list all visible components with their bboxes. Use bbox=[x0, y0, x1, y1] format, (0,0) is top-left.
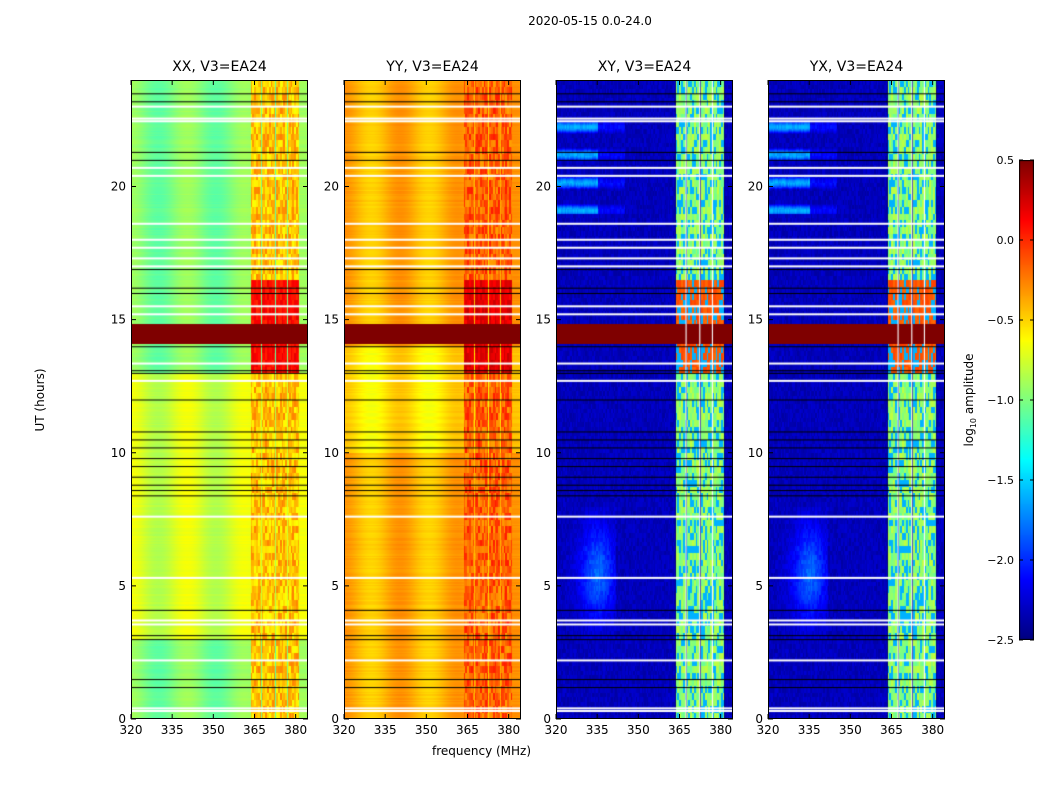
x-tick-label: 365 bbox=[243, 723, 266, 737]
y-tick-label: 15 bbox=[748, 313, 763, 327]
colorbar-tick-label: −2.0 bbox=[987, 554, 1014, 567]
x-tick-label: 320 bbox=[120, 723, 143, 737]
heatmap-image bbox=[556, 80, 733, 719]
colorbar-label-log: log bbox=[961, 428, 976, 447]
panel-xx: 320 335 350 365 380 0 5 10 15 20 bbox=[111, 80, 308, 737]
y-tick-label: 5 bbox=[331, 579, 339, 593]
plot-frame bbox=[131, 80, 308, 719]
x-tick-label: 320 bbox=[545, 723, 568, 737]
y-tick-label: 0 bbox=[331, 712, 339, 726]
y-tick-label: 5 bbox=[543, 579, 551, 593]
plot-frame bbox=[768, 80, 945, 719]
colorbar-tick-label: −1.5 bbox=[987, 474, 1014, 487]
y-tick-label: 15 bbox=[111, 313, 126, 327]
heatmap-image bbox=[344, 80, 521, 719]
plot-frame bbox=[556, 80, 733, 719]
panel-title-yx: YX, V3=EA24 bbox=[809, 59, 904, 75]
panel-yy: 320 335 350 365 380 0 5 10 15 20 bbox=[324, 80, 521, 737]
y-tick-label: 0 bbox=[755, 712, 763, 726]
colorbar-tick-label: 0.5 bbox=[997, 154, 1015, 167]
y-tick-label: 20 bbox=[111, 180, 126, 194]
axes: 320 335 350 365 380 0 5 10 15 20 bbox=[536, 80, 733, 737]
colorbar-tick-label: −1.0 bbox=[987, 394, 1014, 407]
x-tick-label: 380 bbox=[497, 723, 520, 737]
colorbar-axis: 0.5 0.0 −0.5 −1.0 −1.5 −2.0 −2.5 bbox=[987, 154, 1034, 647]
colorbar-label: log10 amplitude bbox=[962, 354, 978, 447]
y-tick-label: 15 bbox=[324, 313, 339, 327]
plot-frame bbox=[344, 80, 521, 719]
y-tick-label: 15 bbox=[536, 313, 551, 327]
x-tick-label: 335 bbox=[798, 723, 821, 737]
x-tick-label: 350 bbox=[415, 723, 438, 737]
colorbar-tick-label: −2.5 bbox=[987, 634, 1014, 647]
x-tick-label: 380 bbox=[921, 723, 944, 737]
axes: 320 335 350 365 380 0 5 10 15 20 bbox=[748, 80, 945, 737]
y-tick-label: 10 bbox=[324, 446, 339, 460]
colorbar-label-amplitude: amplitude bbox=[961, 353, 976, 418]
axes: 320 335 350 365 380 0 5 10 15 20 bbox=[324, 80, 521, 737]
y-tick-label: 20 bbox=[324, 180, 339, 194]
y-tick-label: 10 bbox=[111, 446, 126, 460]
colorbar-tick-label: 0.0 bbox=[997, 234, 1015, 247]
x-tick-label: 320 bbox=[333, 723, 356, 737]
x-tick-label: 365 bbox=[456, 723, 479, 737]
colorbar bbox=[1019, 160, 1034, 640]
y-axis-label: UT (hours) bbox=[33, 368, 47, 432]
panel-title-xy: XY, V3=EA24 bbox=[597, 59, 692, 75]
x-tick-label: 365 bbox=[880, 723, 903, 737]
x-tick-label: 350 bbox=[839, 723, 862, 737]
x-tick-label: 335 bbox=[586, 723, 609, 737]
y-tick-label: 20 bbox=[748, 180, 763, 194]
x-tick-label: 320 bbox=[757, 723, 780, 737]
y-tick-label: 10 bbox=[536, 446, 551, 460]
x-tick-label: 380 bbox=[709, 723, 732, 737]
x-tick-label: 350 bbox=[202, 723, 225, 737]
x-tick-label: 380 bbox=[284, 723, 307, 737]
y-tick-label: 0 bbox=[118, 712, 126, 726]
figure-title: 2020-05-15 0.0-24.0 bbox=[528, 14, 652, 28]
panel-yx: 320 335 350 365 380 0 5 10 15 20 bbox=[748, 80, 945, 737]
axes: 320 335 350 365 380 0 5 10 15 20 bbox=[111, 80, 308, 737]
heatmap-image bbox=[768, 80, 945, 719]
y-tick-label: 5 bbox=[755, 579, 763, 593]
heatmap-image bbox=[131, 80, 308, 719]
x-tick-label: 335 bbox=[161, 723, 184, 737]
x-tick-label: 350 bbox=[627, 723, 650, 737]
panel-xy: 320 335 350 365 380 0 5 10 15 20 bbox=[536, 80, 733, 737]
panel-title-yy: YY, V3=EA24 bbox=[386, 59, 479, 75]
y-tick-label: 10 bbox=[748, 446, 763, 460]
y-tick-label: 5 bbox=[118, 579, 126, 593]
x-axis-label: frequency (MHz) bbox=[432, 744, 532, 758]
y-tick-label: 20 bbox=[536, 180, 551, 194]
colorbar-label-sub: 10 bbox=[969, 417, 979, 429]
y-tick-label: 0 bbox=[543, 712, 551, 726]
colorbar-tick-label: −0.5 bbox=[987, 314, 1014, 327]
x-tick-label: 365 bbox=[668, 723, 691, 737]
x-tick-label: 335 bbox=[374, 723, 397, 737]
panel-title-xx: XX, V3=EA24 bbox=[172, 59, 267, 75]
